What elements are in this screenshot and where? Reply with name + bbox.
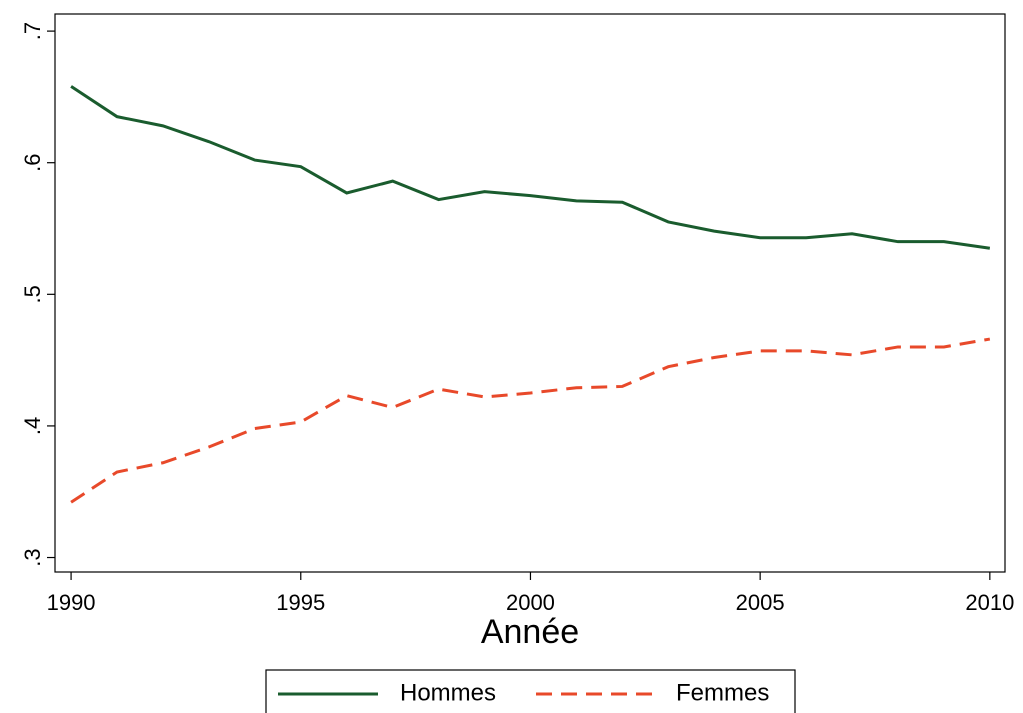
series-line xyxy=(70,85,991,250)
legend-label: Hommes xyxy=(400,679,496,706)
legend-box xyxy=(265,669,796,713)
x-tick-label: 2000 xyxy=(506,590,555,615)
legend-label: Femmes xyxy=(676,679,769,706)
x-tick-label: 2005 xyxy=(736,590,785,615)
y-tick-label: .3 xyxy=(20,548,45,566)
x-tick-label: 1995 xyxy=(276,590,325,615)
x-tick-label: 2010 xyxy=(965,590,1014,615)
x-axis-label: Année xyxy=(481,613,579,651)
series-line xyxy=(70,337,991,504)
y-tick-label: .4 xyxy=(20,417,45,435)
y-tick-label: .7 xyxy=(20,22,45,40)
y-tick-label: .6 xyxy=(20,154,45,172)
x-tick-label: 1990 xyxy=(47,590,96,615)
y-tick-label: .5 xyxy=(20,285,45,303)
plot-frame xyxy=(54,13,1006,573)
